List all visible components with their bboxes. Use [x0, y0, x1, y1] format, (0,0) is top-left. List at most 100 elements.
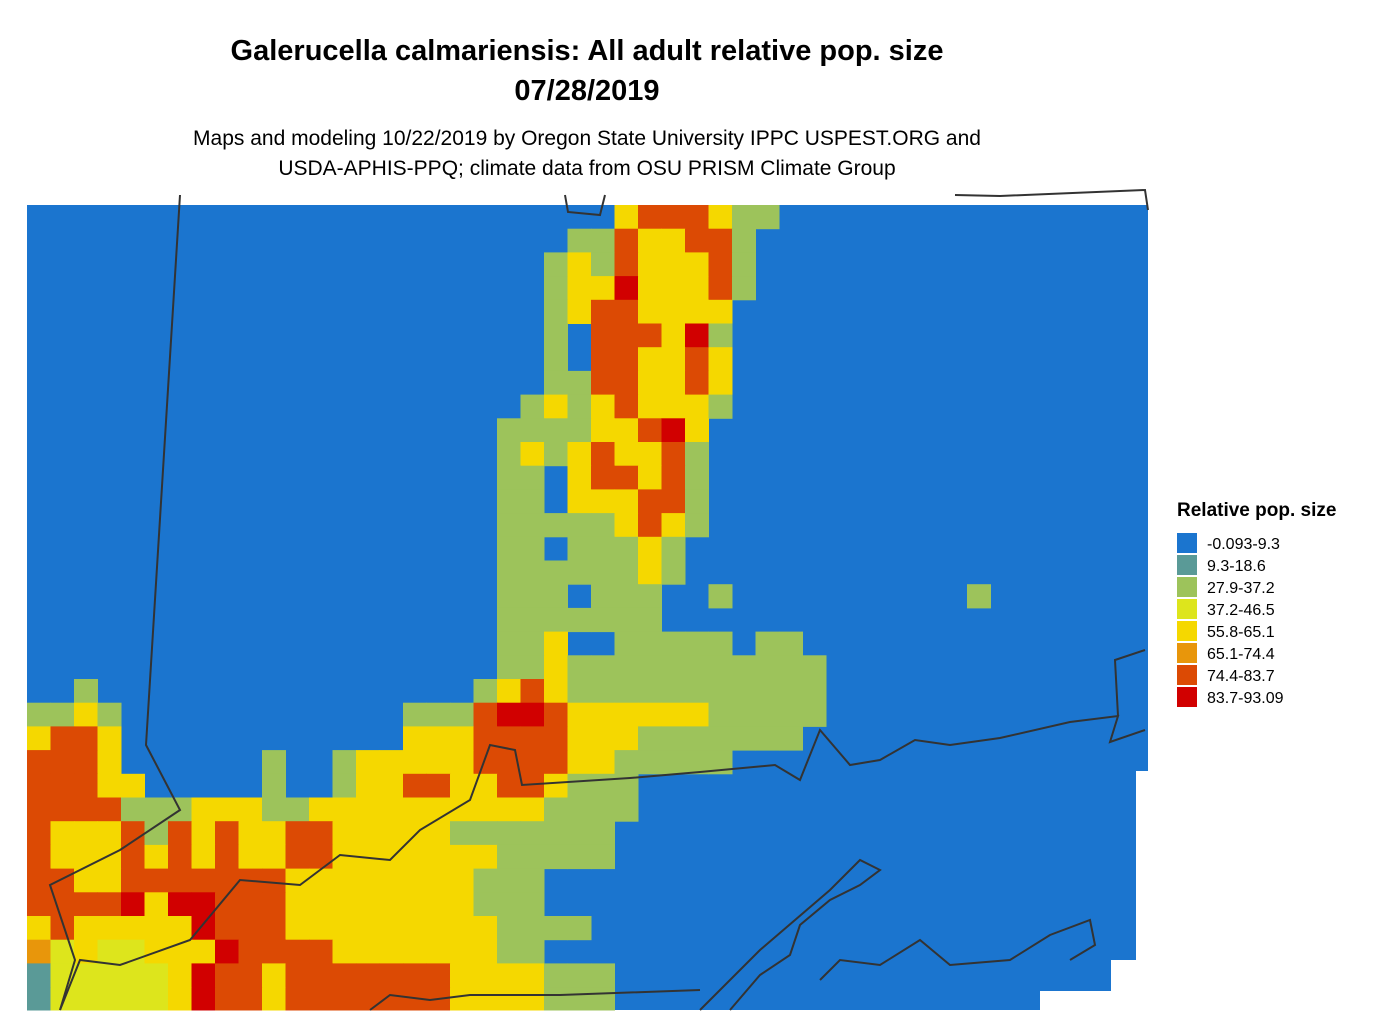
map-cell [708, 394, 733, 419]
map-cell [638, 205, 662, 230]
map-cell [50, 773, 75, 798]
map-cell [614, 299, 639, 324]
map-cell [685, 323, 709, 348]
map-cell [97, 773, 122, 798]
map-cell [755, 726, 780, 751]
map-cell [520, 394, 545, 419]
map-cell [544, 560, 568, 585]
map-cell [403, 773, 427, 798]
map-cell [27, 892, 51, 917]
map-cell [473, 679, 498, 704]
map-cell [544, 394, 568, 419]
map-cell [567, 465, 592, 490]
map-cell [567, 252, 592, 277]
map-cell [403, 726, 427, 751]
map-cell [520, 821, 545, 846]
map-cell [520, 679, 545, 704]
map-cell [520, 655, 545, 680]
map-cell [97, 868, 122, 893]
map-cell [121, 916, 145, 941]
map-cell [27, 868, 51, 893]
map-cell [520, 916, 545, 941]
map-cell [708, 726, 733, 751]
map-cell [403, 797, 427, 822]
map-cell [97, 916, 122, 941]
map-cell [473, 844, 498, 870]
map-cell [27, 726, 51, 751]
map-cell [520, 963, 545, 988]
map-cell [309, 797, 333, 822]
map-cell [638, 228, 662, 253]
map-cell [544, 513, 568, 538]
legend-label: 65.1-74.4 [1207, 646, 1275, 663]
map-cell [238, 844, 263, 870]
map-cell [332, 868, 357, 893]
map-cell [379, 750, 404, 775]
map-cell [74, 797, 98, 822]
map-cell [356, 892, 380, 917]
map-cell [215, 821, 239, 846]
map-cell [473, 916, 498, 941]
map-cell [591, 679, 615, 704]
map-cell [168, 963, 192, 988]
map-cell [356, 963, 380, 988]
map-cell [262, 939, 286, 964]
map-cell [27, 797, 51, 822]
map-cell [567, 702, 592, 727]
map-cell [591, 702, 615, 727]
map-cell [685, 750, 709, 775]
map-cell [520, 939, 545, 964]
map-cell [497, 987, 521, 1011]
map-cell [426, 773, 451, 798]
map-cell [732, 655, 756, 680]
map-cell [285, 939, 310, 964]
map-cell [497, 513, 521, 538]
map-cell [285, 797, 310, 822]
map-cell [215, 939, 239, 964]
map-cell [121, 987, 145, 1011]
map-cell [403, 892, 427, 917]
map-cell [497, 442, 521, 467]
map-cell [97, 987, 122, 1011]
map-cell [661, 750, 686, 775]
map-cell [121, 868, 145, 893]
map-cell [614, 607, 639, 633]
map-cell [332, 750, 357, 775]
map-cell [497, 679, 521, 704]
map-cell [215, 963, 239, 988]
map-cell [238, 821, 263, 846]
map-cell [591, 773, 615, 798]
map-cell [121, 797, 145, 822]
map-cell [497, 418, 521, 443]
map-cell [144, 963, 169, 988]
map-cell [638, 323, 662, 348]
map-cell [591, 726, 615, 751]
map-cell [685, 370, 709, 396]
map-cell [614, 205, 639, 230]
map-cell [591, 347, 615, 372]
map-cell [74, 892, 98, 917]
legend-swatch [1177, 621, 1197, 641]
map-cell [27, 750, 51, 775]
map-cell [732, 726, 756, 751]
map-cell [708, 323, 733, 348]
map-cell [74, 702, 98, 727]
map-cell [497, 963, 521, 988]
map-cell [567, 773, 592, 798]
map-cell [614, 489, 639, 514]
map-cell [614, 513, 639, 538]
map-cell [732, 679, 756, 704]
map-cell [638, 584, 662, 609]
map-cell [638, 347, 662, 372]
map-cell [614, 679, 639, 704]
map-cell [685, 252, 709, 277]
map-cell [614, 702, 639, 727]
map-cell [638, 442, 662, 467]
map-cell [661, 252, 686, 277]
legend-label: 55.8-65.1 [1207, 624, 1275, 641]
map-cell [497, 489, 521, 514]
map-cell [497, 939, 521, 964]
map-cell [450, 868, 474, 893]
map-cell [74, 679, 98, 704]
